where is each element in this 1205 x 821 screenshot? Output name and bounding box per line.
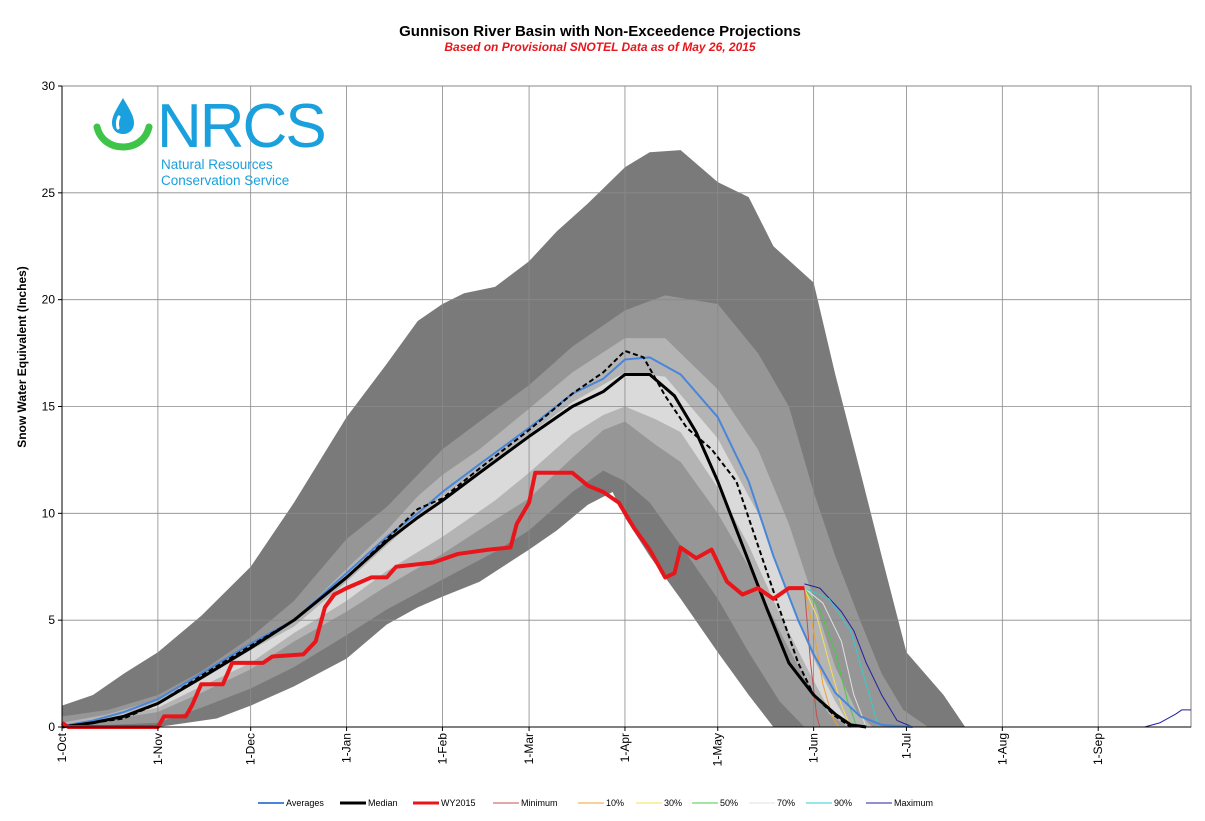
y-tick-label: 5 — [48, 613, 55, 627]
y-axis-label: Snow Water Equivalent (Inches) — [15, 266, 29, 448]
legend-label: 90% — [834, 798, 852, 808]
series-90pct — [804, 587, 880, 728]
series-maximum — [804, 583, 1191, 728]
series-50pct — [803, 587, 858, 728]
x-tick-label: 1-Aug — [995, 733, 1009, 765]
plot-area: 0 5 10 15 20 25 30 1-Oct 1-Nov 1-Dec 1-Jan 1-Feb 1-M… — [42, 79, 1192, 766]
y-tick-label: 0 — [48, 720, 55, 734]
logo-line-2: Conservation Service — [161, 173, 289, 188]
nrcs-logo: NRCS Natural Resources Conservation Serv… — [93, 92, 327, 188]
legend-label: Minimum — [521, 798, 558, 808]
y-tick-label: 30 — [42, 79, 56, 93]
legend-label: 50% — [720, 798, 738, 808]
earth-arc-icon — [93, 123, 153, 151]
legend-label: Maximum — [894, 798, 933, 808]
x-tick-label: 1-Apr — [618, 733, 632, 762]
series-30pct — [803, 587, 852, 728]
y-tick-label: 10 — [42, 506, 56, 520]
x-tick-label: 1-Sep — [1091, 733, 1105, 765]
legend-label: Median — [368, 798, 398, 808]
x-tick-label: 1-Mar — [522, 733, 536, 764]
x-tick-label: 1-May — [711, 733, 725, 766]
x-tick-label: 1-Nov — [151, 733, 165, 765]
legend-label: Averages — [286, 798, 324, 808]
drop-highlight-icon — [115, 115, 121, 130]
logo-line-1: Natural Resources — [161, 157, 273, 172]
percentile-band-3 — [62, 338, 873, 727]
legend: Averages Median WY2015 Minimum 10% 30% 50% 70% 9… — [258, 798, 933, 808]
legend-label: 30% — [664, 798, 682, 808]
series-10pct — [803, 588, 839, 728]
series-minimum — [803, 588, 821, 728]
legend-label: 70% — [777, 798, 795, 808]
x-tick-label: 1-Jan — [340, 733, 354, 763]
x-tick-label: 1-Oct — [55, 732, 69, 762]
x-tick-label: 1-Jun — [807, 733, 821, 763]
x-tick-label: 1-Jul — [899, 733, 913, 759]
y-tick-label: 25 — [42, 186, 56, 200]
x-tick-label: 1-Feb — [435, 733, 449, 765]
y-tick-label: 20 — [42, 293, 56, 307]
series-median — [61, 372, 867, 729]
chart-title: Gunnison River Basin with Non-Exceedence… — [399, 23, 801, 40]
series-70pct — [804, 587, 867, 728]
legend-label: 10% — [606, 798, 624, 808]
legend-label: WY2015 — [441, 798, 476, 808]
x-tick-label: 1-Dec — [244, 733, 258, 765]
series-wy2015 — [60, 470, 805, 729]
chart-subtitle: Based on Provisional SNOTEL Data as of M… — [444, 40, 756, 54]
logo-mark: NRCS — [157, 92, 325, 161]
y-tick-label: 15 — [42, 400, 56, 414]
